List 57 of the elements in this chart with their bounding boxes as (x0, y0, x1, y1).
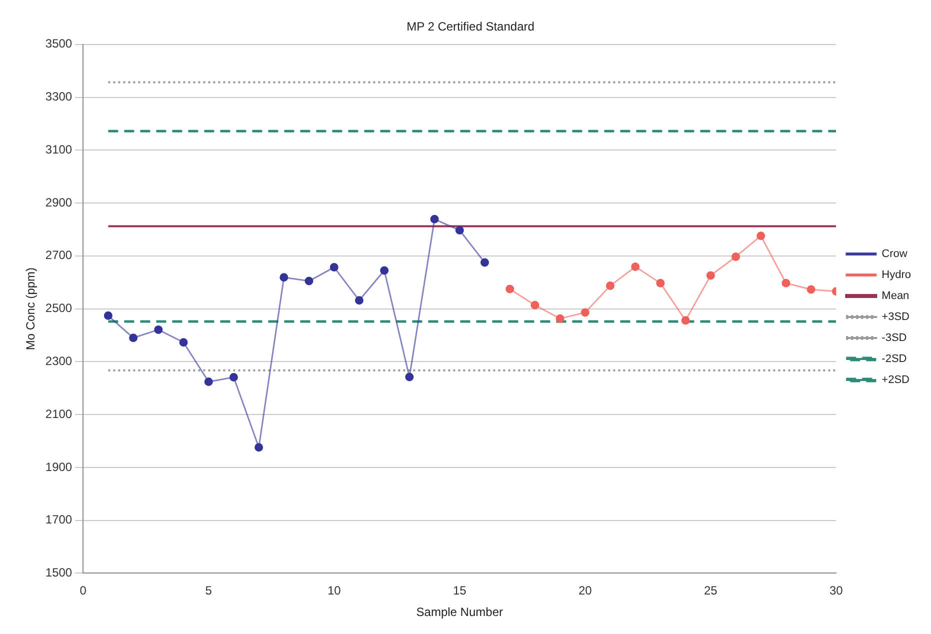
y-tick-label: 1500 (45, 566, 72, 580)
legend-label: Hydro (882, 269, 911, 282)
x-tick-label: 15 (452, 584, 467, 598)
point (530, 300, 540, 310)
x-tick-label: 10 (327, 584, 342, 598)
y-tick-label: 3100 (45, 142, 72, 156)
point (330, 263, 338, 272)
point (732, 252, 740, 261)
y-tick-label: 2100 (45, 406, 72, 421)
point (229, 373, 238, 382)
point (756, 232, 766, 240)
point (556, 314, 564, 323)
point (354, 296, 364, 305)
point (129, 334, 138, 342)
point (405, 372, 414, 382)
point (380, 266, 389, 275)
legend-label: Mean (882, 290, 910, 302)
point (580, 308, 590, 317)
point (506, 284, 514, 294)
y-tick-label: 2700 (45, 248, 72, 262)
x-tick-label: 30 (829, 584, 844, 598)
chart-title: MP 2 Certified Standard (406, 20, 534, 34)
x-tick-label: 0 (80, 584, 87, 598)
point (104, 311, 112, 320)
y-tick-label: 1900 (45, 460, 72, 474)
point (280, 273, 288, 282)
point (782, 278, 790, 288)
point (806, 285, 816, 294)
point (631, 262, 640, 272)
x-tick-label: 5 (205, 584, 212, 598)
x-tick-label: 20 (578, 584, 592, 598)
y-tick-label: 3300 (45, 90, 72, 104)
y-axis-title: Mo Conc (ppm) (24, 267, 38, 350)
y-tick-label: 2300 (45, 354, 72, 368)
y-tick-label: 2900 (45, 195, 72, 210)
legend-label: -3SD (882, 332, 907, 344)
x-tick-label: 25 (704, 584, 718, 598)
point (455, 226, 464, 235)
point (706, 271, 715, 280)
y-tick-label: 2500 (45, 301, 72, 316)
legend-label: -2SD (882, 353, 907, 366)
point (606, 282, 614, 290)
point (254, 443, 264, 452)
y-tick-label: 1700 (45, 512, 72, 527)
point (480, 258, 489, 267)
point (179, 338, 188, 347)
point (204, 378, 213, 386)
legend-label: +3SD (882, 311, 910, 324)
point (430, 214, 439, 224)
point (681, 316, 690, 325)
point (656, 278, 665, 288)
point (154, 325, 163, 334)
legend-label: +2SD (882, 374, 910, 386)
point (304, 276, 314, 286)
y-tick-label: 3500 (45, 36, 72, 51)
x-axis-title: Sample Number (416, 605, 503, 620)
legend-label: Crow (882, 248, 908, 260)
